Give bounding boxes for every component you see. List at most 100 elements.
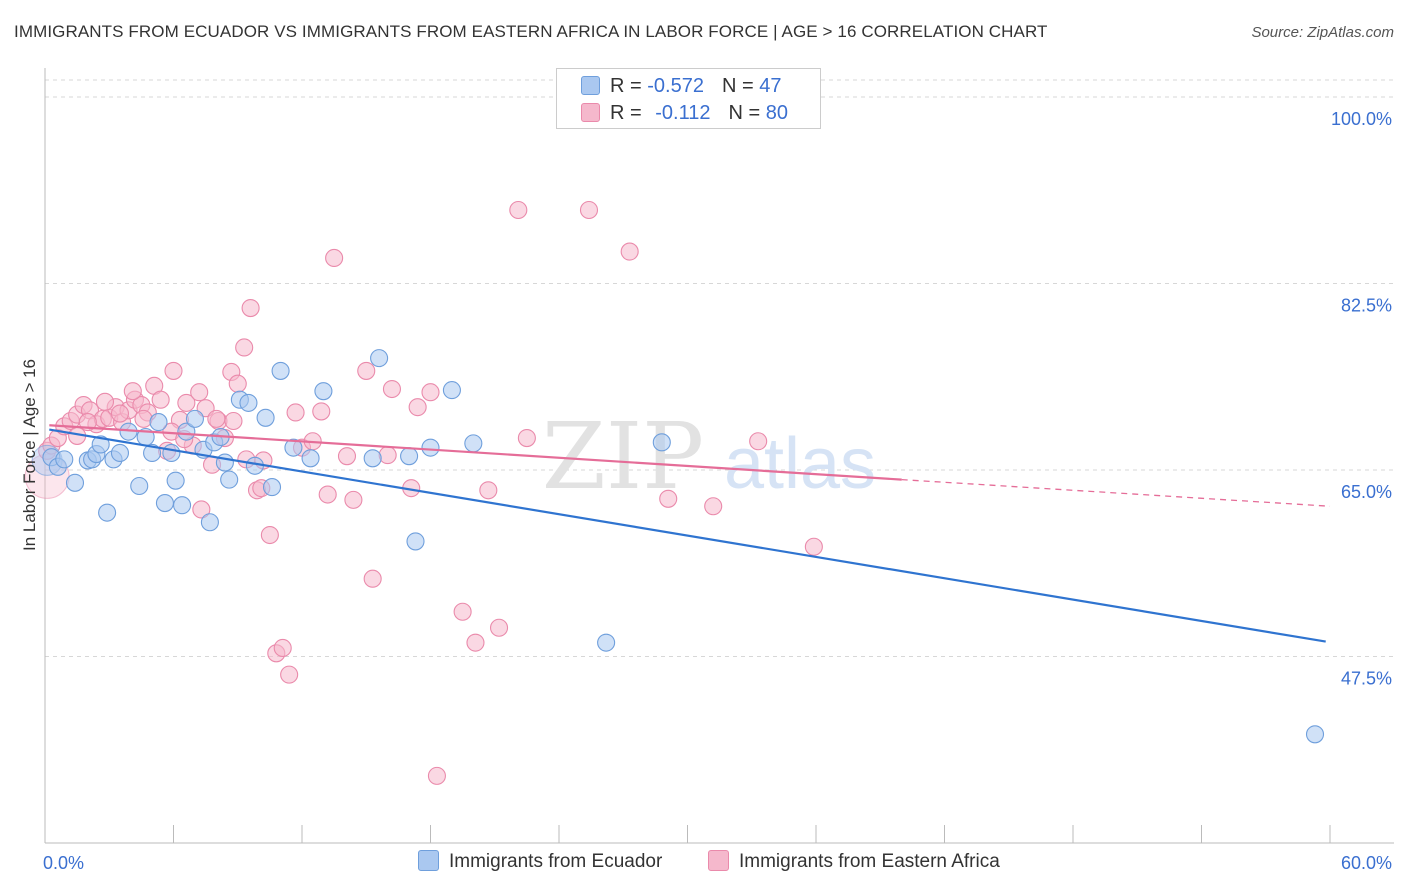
eastern-africa-point <box>421 383 440 402</box>
ecuador-point <box>149 413 168 432</box>
watermark-atlas: atlas <box>724 424 876 504</box>
eastern-africa-point <box>273 638 292 658</box>
eastern-africa-point <box>123 382 142 401</box>
source-label: Source: ZipAtlas.com <box>1251 24 1394 41</box>
y-tick-label: 100.0% <box>1331 109 1392 129</box>
ecuador-point <box>130 476 149 496</box>
r-value: -0.112 <box>655 102 711 124</box>
stats-row-ecuador: R = -0.572 N = 47 <box>581 75 781 99</box>
stats-legend: R = -0.572 N = 47 R = -0.112 N = 80 <box>556 68 821 129</box>
y-tick-label: 82.5% <box>1341 296 1392 316</box>
ecuador-point <box>239 393 258 412</box>
y-axis-label: In Labor Force | Age > 16 <box>20 359 39 551</box>
ecuador-point <box>370 349 389 368</box>
eastern-africa-point <box>620 242 639 261</box>
ecuador-point <box>314 382 333 401</box>
eastern-africa-point <box>489 618 509 637</box>
eastern-africa-point <box>95 392 115 411</box>
ecuador-point <box>155 494 174 513</box>
ecuador-point <box>363 449 382 468</box>
ecuador-legend-swatch <box>418 850 439 871</box>
eastern-africa-point <box>509 200 528 220</box>
legend-item-ecuador[interactable]: Immigrants from Ecuador <box>418 850 662 873</box>
ecuador-point <box>1305 725 1325 744</box>
ecuador-point <box>173 496 192 515</box>
eastern-africa-point <box>579 200 599 220</box>
ecuador-swatch <box>581 76 600 95</box>
eastern-africa-point <box>207 409 226 428</box>
ecuador-point <box>110 443 130 463</box>
ecuador-point <box>652 433 671 452</box>
eastern-africa-point <box>134 409 153 428</box>
stats-row-eastern-africa: R = -0.112 N = 80 <box>581 102 788 126</box>
ecuador-point <box>442 381 461 400</box>
ecuador-point <box>185 409 204 428</box>
eastern-africa-point <box>260 525 279 545</box>
tick-labels: 100.0% 82.5% 65.0% 47.5% 0.0% 60.0% <box>43 109 1392 873</box>
eastern-africa-trend-line-extension <box>901 478 1331 507</box>
n-value: 80 <box>765 102 788 124</box>
eastern-africa-point <box>78 413 97 432</box>
eastern-africa-point <box>378 446 397 465</box>
ecuador-point <box>262 478 282 497</box>
eastern-africa-point <box>325 248 344 268</box>
legend-item-eastern-africa[interactable]: Immigrants from Eastern Africa <box>708 850 1000 873</box>
ecuador-point <box>284 438 303 457</box>
eastern-africa-point <box>190 383 209 402</box>
y-tick-label: 65.0% <box>1341 482 1392 502</box>
ecuador-point <box>406 532 425 551</box>
eastern-africa-point <box>241 298 260 318</box>
ecuador-point <box>400 447 419 466</box>
axes <box>44 68 1394 844</box>
trend-lines <box>49 424 1331 643</box>
ecuador-point <box>98 503 117 522</box>
series-ecuador-points <box>31 349 1325 744</box>
x-tick-label-max: 60.0% <box>1341 853 1392 873</box>
eastern-africa-point <box>235 338 254 357</box>
eastern-africa-point <box>466 633 485 652</box>
grid <box>45 79 1394 658</box>
ecuador-point <box>200 513 219 532</box>
ecuador-point <box>464 434 483 453</box>
eastern-africa-legend-swatch <box>708 850 729 871</box>
eastern-africa-point <box>164 361 183 380</box>
eastern-africa-point <box>177 393 196 412</box>
chart-title: IMMIGRANTS FROM ECUADOR VS IMMIGRANTS FR… <box>14 22 1048 41</box>
n-label: N = <box>728 102 766 124</box>
ecuador-point <box>597 633 616 652</box>
ecuador-point <box>55 450 74 469</box>
ecuador-trend-line <box>49 428 1326 643</box>
ecuador-point <box>91 435 110 454</box>
ecuador-point <box>177 422 196 441</box>
watermark-zip: ZIP <box>542 403 704 510</box>
ecuador-point <box>143 443 162 463</box>
eastern-africa-point <box>337 447 357 466</box>
r-label: R = <box>610 75 648 97</box>
eastern-africa-swatch <box>581 103 600 122</box>
ecuador-point <box>301 449 320 468</box>
legend-label: Immigrants from Ecuador <box>449 851 663 872</box>
ecuador-point <box>271 361 290 380</box>
eastern-africa-trend-line <box>49 424 902 481</box>
eastern-africa-point <box>357 361 376 380</box>
ecuador-point <box>220 470 239 489</box>
eastern-africa-point <box>196 399 215 418</box>
r-value: -0.572 <box>647 75 704 97</box>
r-label: R = <box>610 102 648 124</box>
eastern-africa-point <box>151 390 170 409</box>
eastern-africa-point <box>517 429 536 448</box>
watermark: ZIP atlas <box>542 403 876 510</box>
eastern-africa-point <box>224 411 243 431</box>
eastern-africa-point <box>344 490 363 509</box>
eastern-africa-point <box>804 537 823 556</box>
n-value: 47 <box>759 75 782 97</box>
ecuador-point <box>166 471 185 490</box>
eastern-africa-point <box>479 481 498 500</box>
ecuador-point <box>421 438 440 457</box>
eastern-africa-point <box>382 379 402 399</box>
eastern-africa-point <box>427 766 446 785</box>
ecuador-point <box>65 473 85 492</box>
eastern-africa-point <box>280 665 299 684</box>
ecuador-point <box>256 408 275 427</box>
